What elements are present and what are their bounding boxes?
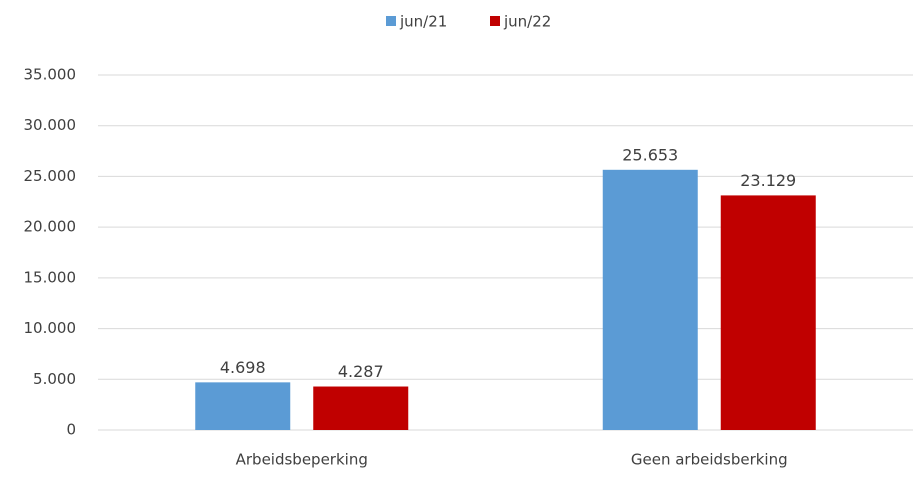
legend-label: jun/21	[399, 13, 447, 31]
y-tick-label: 20.000	[24, 218, 77, 236]
value-label: 25.653	[622, 145, 678, 164]
y-tick-label: 25.000	[24, 167, 77, 185]
bar	[195, 382, 291, 430]
legend-label: jun/22	[503, 13, 551, 31]
bar	[602, 169, 698, 430]
legend-swatch	[386, 16, 396, 26]
y-tick-label: 0	[66, 421, 76, 439]
value-label: 4.698	[220, 358, 266, 377]
y-tick-label: 10.000	[24, 319, 77, 337]
value-label: 4.287	[338, 362, 384, 381]
y-tick-label: 35.000	[24, 66, 77, 84]
value-label: 23.129	[740, 171, 796, 190]
y-tick-label: 5.000	[33, 370, 76, 388]
x-tick-label: Arbeidsbeperking	[236, 451, 368, 469]
legend-swatch	[490, 16, 500, 26]
y-tick-label: 30.000	[24, 116, 77, 134]
y-tick-label: 15.000	[24, 268, 77, 286]
bar	[313, 386, 409, 430]
x-tick-label: Geen arbeidsberking	[631, 451, 788, 469]
bar	[720, 195, 816, 430]
